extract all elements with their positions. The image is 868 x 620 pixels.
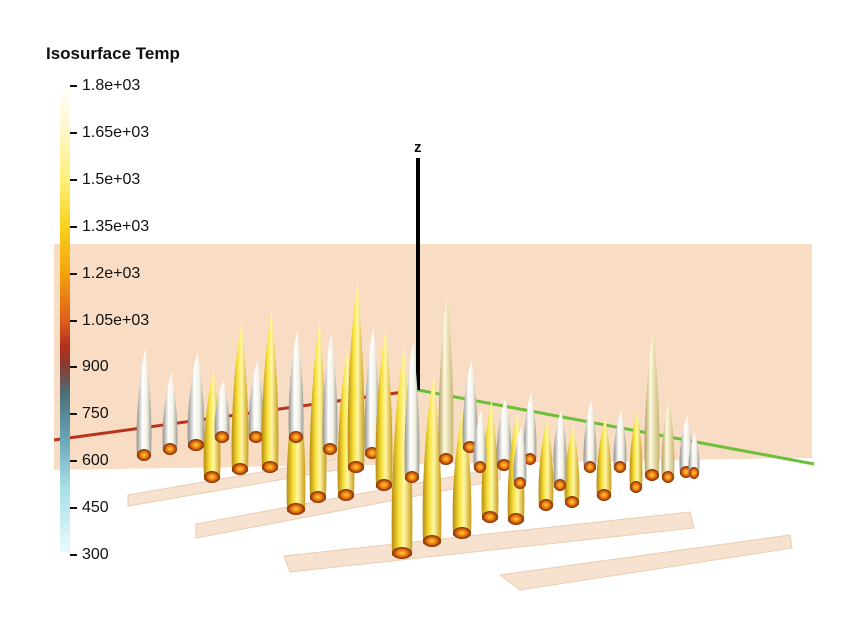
flame-shape [629, 410, 643, 490]
flame-base [463, 441, 477, 453]
flame-base [323, 443, 337, 455]
flame-shape [203, 370, 221, 480]
flame-base [689, 467, 699, 479]
flame-base [439, 453, 453, 465]
flame-base [482, 511, 498, 523]
flame-base [338, 489, 354, 501]
y-axis-line [417, 388, 815, 466]
flame-base [597, 489, 611, 501]
flame-base [554, 479, 566, 491]
flame-shape [661, 400, 675, 480]
flame-shape [404, 340, 420, 480]
flame-shape [248, 360, 264, 440]
flame-shape [347, 280, 365, 470]
flame-shape [644, 328, 660, 478]
flame-base [163, 443, 177, 455]
flame-shape [214, 380, 230, 440]
colorbar-tick-label: 1.05e+03 [82, 311, 150, 329]
flame-shape [162, 372, 178, 452]
flame-base [497, 459, 511, 471]
colorbar-tick [70, 272, 77, 275]
flame-base [232, 463, 248, 475]
flame-shape [422, 374, 442, 544]
flame-shape [613, 410, 627, 470]
flame-base [392, 547, 412, 559]
flame-base [584, 461, 596, 473]
colorbar-tick [70, 225, 77, 228]
flame-isosurfaces [136, 280, 700, 559]
flame-base [539, 499, 553, 511]
colorbar-tick-label: 1.5e+03 [82, 170, 141, 188]
colorbar-tick-label: 1.65e+03 [82, 123, 150, 141]
flame-base [423, 535, 441, 547]
flame-base [514, 477, 526, 489]
flame-base [524, 453, 536, 465]
colorbar-tick-label: 1.35e+03 [82, 217, 150, 235]
colorbar-tick-label: 450 [82, 499, 109, 517]
flame-base [630, 481, 642, 493]
colorbar-tick-label: 1.8e+03 [82, 77, 141, 94]
flame-base [249, 431, 263, 443]
flame-shape [322, 332, 338, 452]
flame-base [508, 513, 524, 525]
flame-base [405, 471, 419, 483]
flame-shape [438, 292, 454, 462]
flame-shape [473, 410, 487, 470]
flame-shape [523, 392, 537, 462]
z-axis-label: z [414, 139, 422, 156]
flame-base [289, 431, 303, 443]
flame-shape [688, 432, 700, 476]
colorbar-tick-label: 300 [82, 546, 109, 563]
flame-shape [309, 320, 327, 500]
flame-shape [513, 426, 527, 486]
flame-shape [364, 326, 380, 456]
colorbar-tick [70, 366, 77, 369]
flame-shape [583, 400, 597, 470]
colorbar-tick [70, 413, 77, 416]
flame-base [474, 461, 486, 473]
flame-base [262, 461, 278, 473]
flame-base [645, 469, 659, 481]
flame-base [215, 431, 229, 443]
flame-base [348, 461, 364, 473]
flame-base [453, 527, 471, 539]
colorbar-tick-label: 1.2e+03 [82, 264, 141, 282]
flame-shape [375, 328, 393, 488]
flame-shape [596, 418, 612, 498]
colorbar-tick-label: 900 [82, 358, 109, 376]
colorbar-tick-label: 750 [82, 405, 109, 423]
flame-shape [496, 398, 512, 468]
flame-shape [288, 330, 304, 440]
flame-base [365, 447, 379, 459]
flame-shape [136, 348, 152, 458]
flame-shape [261, 310, 279, 470]
flame-shape [481, 400, 499, 520]
flame-base [565, 496, 579, 508]
colorbar [60, 86, 70, 552]
colorbar-tick [70, 131, 77, 134]
flame-base [287, 503, 305, 515]
colorbar-tick [70, 554, 77, 556]
colorbar-tick [70, 319, 77, 322]
flame-shape [553, 418, 567, 488]
flame-shape [462, 360, 478, 450]
flame-base [188, 439, 204, 451]
flame-base [310, 491, 326, 503]
flame-shape [538, 418, 554, 508]
flame-shape [187, 352, 205, 448]
colorbar-tick [70, 178, 77, 181]
colorbar-tick [70, 460, 77, 463]
flame-base [662, 471, 674, 483]
colorbar-tick [70, 507, 77, 510]
flame-base [614, 461, 626, 473]
flame-base [376, 479, 392, 491]
flame-base [204, 471, 220, 483]
flame-shape [564, 425, 580, 505]
flame-shape [231, 322, 249, 472]
flame-base [137, 449, 151, 461]
colorbar-tick-label: 600 [82, 452, 109, 470]
legend-title: Isosurface Temp [46, 44, 180, 63]
colorbar-tick [70, 85, 77, 87]
